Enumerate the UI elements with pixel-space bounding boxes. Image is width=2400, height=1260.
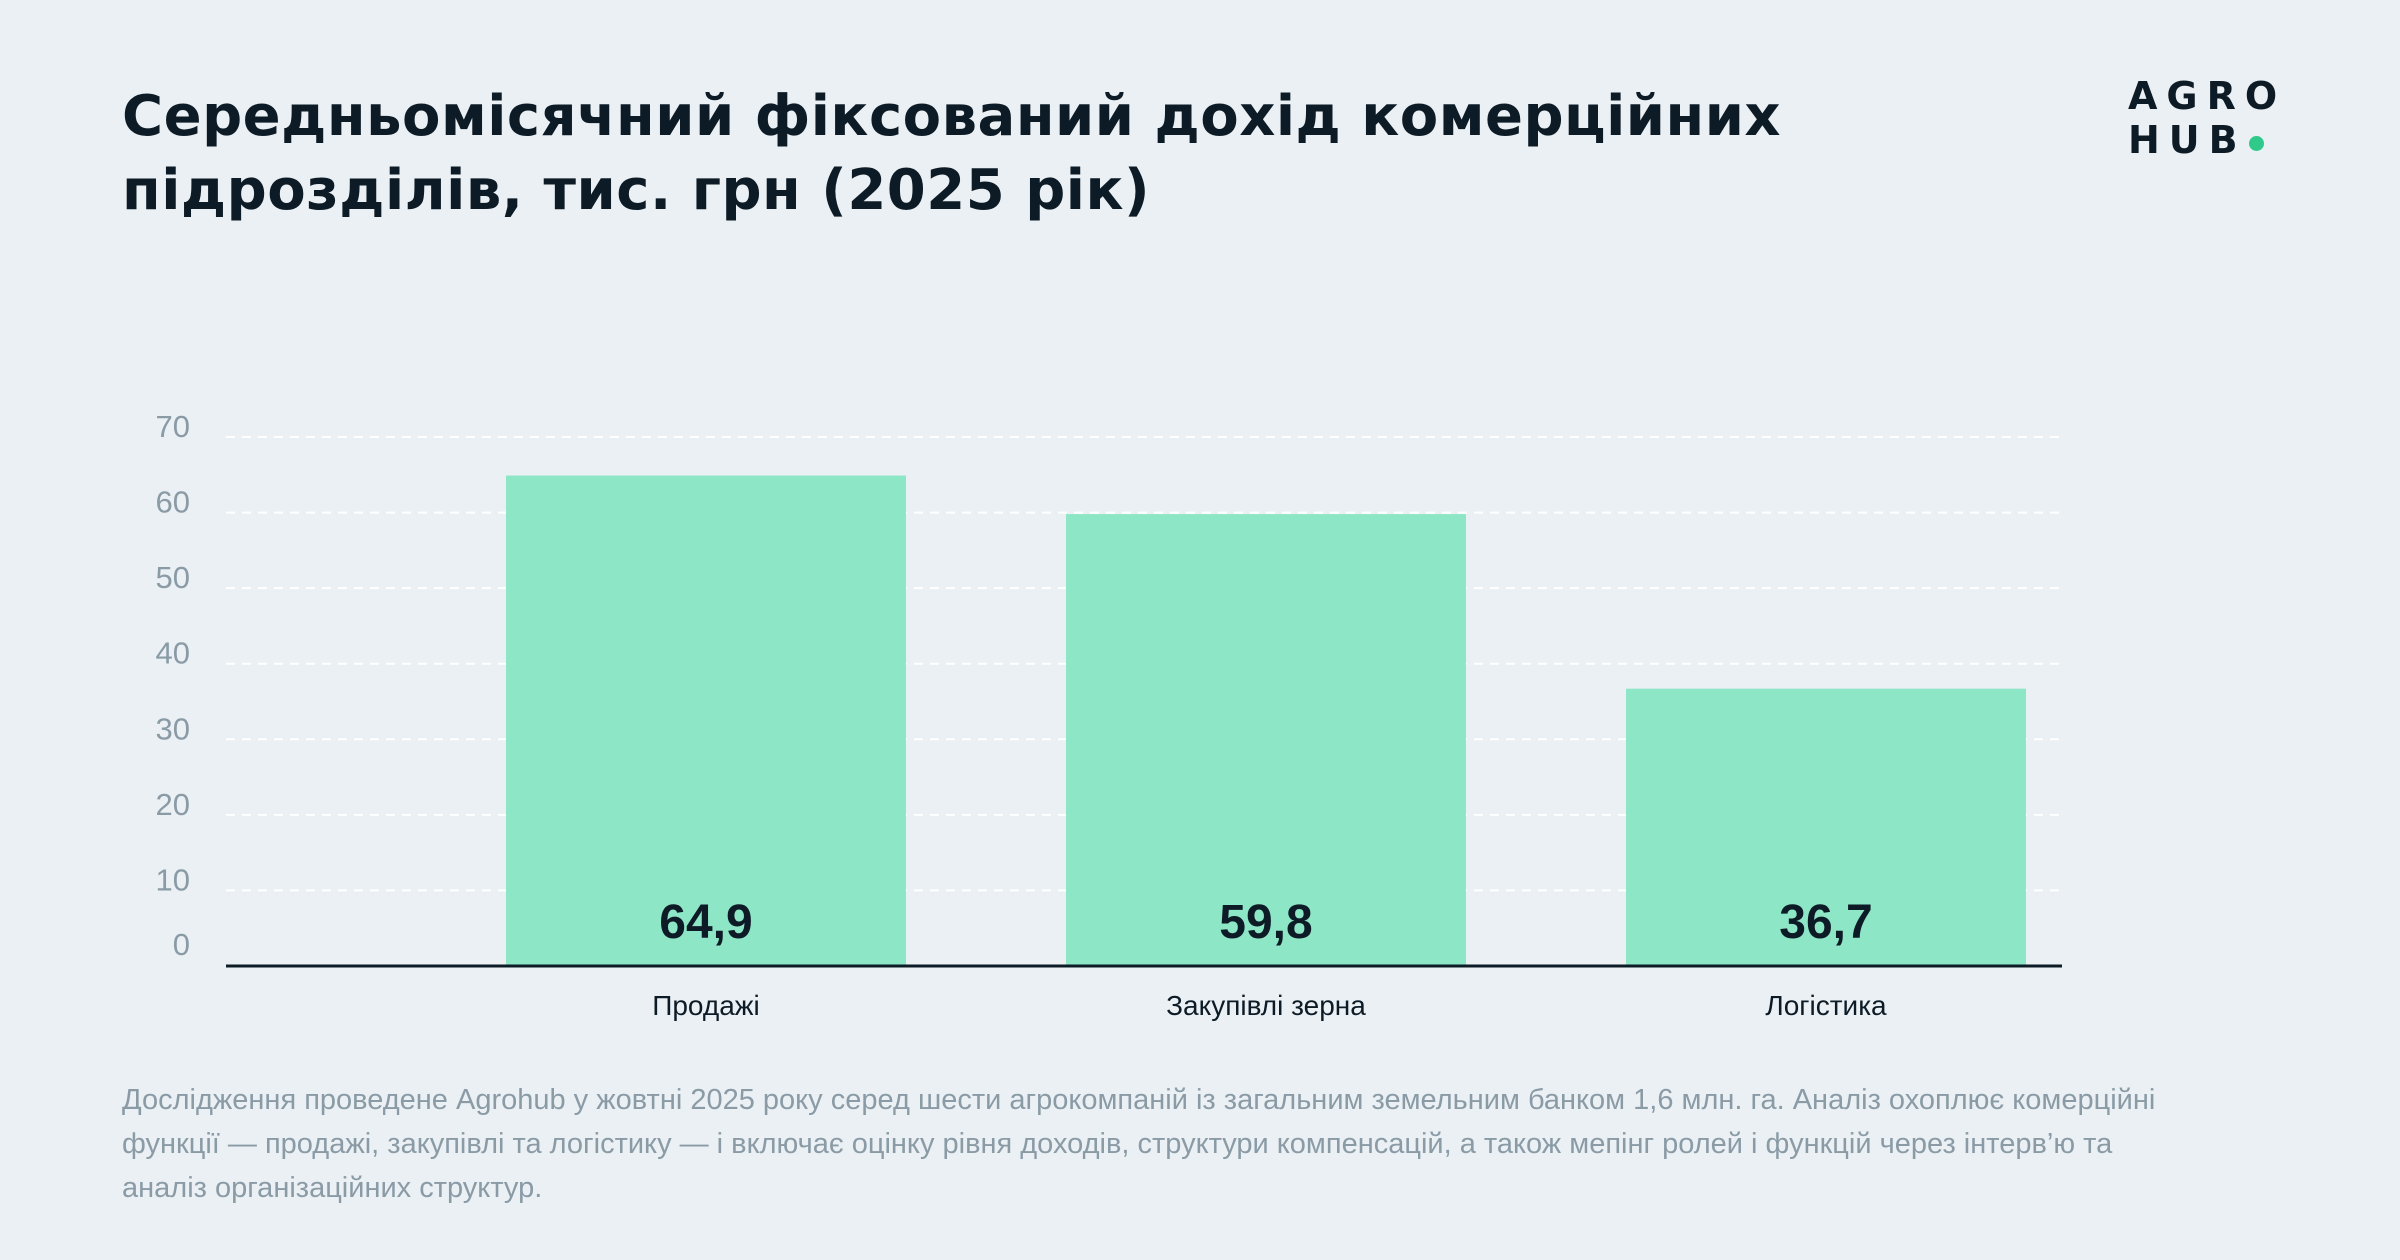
x-axis-labels: Продажі Закупівлі зерна Логістика [652,990,1887,1021]
y-tick-label: 70 [156,409,190,444]
chart-title: Середньомісячний фіксований дохід комерц… [122,84,1782,223]
footnote: Дослідження проведене Agrohub у жовтні 2… [122,1084,2156,1204]
y-tick-label: 60 [156,485,190,520]
bar-chart: 0 10 20 30 40 50 60 70 64,9 59,8 36,7 Продажі Заку… [156,409,2062,1021]
x-tick-label: Закупівлі зерна [1166,990,1366,1021]
bars [506,475,2026,966]
x-tick-label: Логістика [1765,990,1887,1021]
x-tick-label: Продажі [652,990,760,1021]
logo-dot-icon [2248,136,2264,151]
bar-1 [506,475,906,966]
y-tick-label: 30 [156,711,190,746]
logo-line-2-text: HUB [2128,118,2247,162]
y-tick-label: 0 [173,927,190,962]
y-axis-ticks: 0 10 20 30 40 50 60 70 [156,409,190,962]
logo-line-2: HUB [2128,118,2286,162]
value-label: 59,8 [1219,896,1312,949]
bar-3 [1626,688,2026,966]
value-labels: 64,9 59,8 36,7 [659,896,1872,949]
y-tick-label: 40 [156,636,190,671]
agrohub-logo: AGRO HUB [2128,74,2286,162]
value-label: 36,7 [1779,896,1872,949]
bar-2 [1066,514,1466,966]
logo-line-1: AGRO [2128,74,2287,118]
value-label: 64,9 [659,896,752,949]
y-tick-label: 20 [156,787,190,822]
y-tick-label: 10 [156,862,190,897]
y-tick-label: 50 [156,560,190,595]
